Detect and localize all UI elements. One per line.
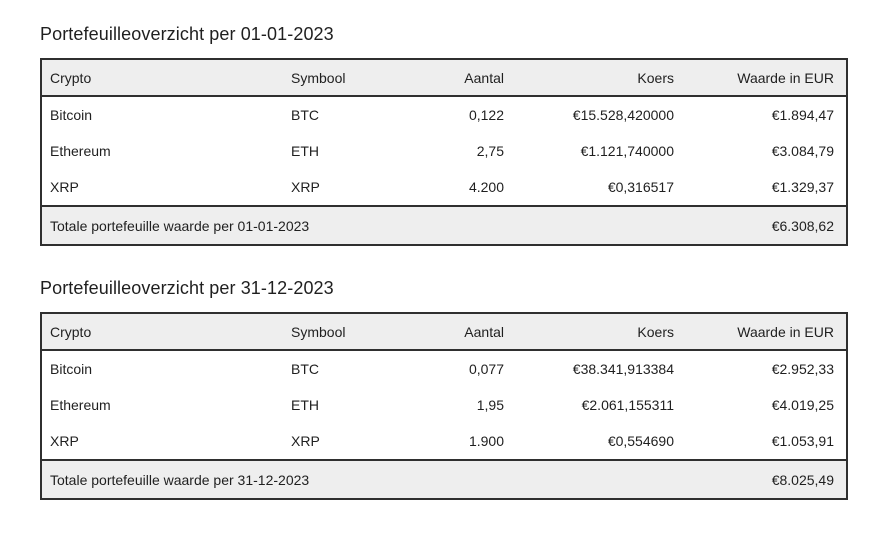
cell-price: €2.061,155311	[581, 397, 674, 413]
table-row-xrp: XRP XRP 4.200 €0,316517 €1.329,37	[41, 169, 847, 206]
cell-crypto: XRP	[50, 179, 79, 195]
table-header-row: Crypto Symbool Aantal Koers Waarde in EU…	[41, 59, 847, 97]
column-header-amount: Aantal	[401, 313, 516, 351]
total-row: Totale portefeuille waarde per 31-12-202…	[41, 459, 847, 499]
cell-crypto: Ethereum	[50, 397, 111, 413]
column-header-crypto: Crypto	[41, 59, 283, 97]
cell-amount: 0,077	[468, 361, 504, 377]
column-header-price: Koers	[516, 59, 686, 97]
table-header-row: Crypto Symbool Aantal Koers Waarde in EU…	[41, 313, 847, 351]
cell-value-eur: €2.952,33	[771, 361, 834, 377]
cell-price: €1.121,740000	[580, 143, 674, 159]
cell-value-eur: €4.019,25	[771, 397, 834, 413]
cell-symbol: XRP	[291, 433, 320, 449]
total-label: Totale portefeuille waarde per 31-12-202…	[41, 459, 686, 499]
total-value: €8.025,49	[686, 459, 847, 499]
total-value: €6.308,62	[686, 205, 847, 245]
cell-value-eur: €1.894,47	[771, 107, 834, 123]
cell-amount: 4.200	[468, 179, 504, 195]
cell-price: €0,554690	[607, 433, 674, 449]
cell-price: €15.528,420000	[572, 107, 674, 123]
portfolio-table-start-of-year: Crypto Symbool Aantal Koers Waarde in EU…	[40, 58, 848, 246]
section-title: Portefeuilleoverzicht per 31-12-2023	[40, 278, 334, 298]
column-header-crypto: Crypto	[41, 313, 283, 351]
table-row-ethereum: Ethereum ETH 2,75 €1.121,740000 €3.084,7…	[41, 133, 847, 169]
table-row-bitcoin: Bitcoin BTC 0,077 €38.341,913384 €2.952,…	[41, 350, 847, 387]
cell-price: €38.341,913384	[572, 361, 674, 377]
cell-crypto: Ethereum	[50, 143, 111, 159]
cell-value-eur: €1.329,37	[771, 179, 834, 195]
table-row-bitcoin: Bitcoin BTC 0,122 €15.528,420000 €1.894,…	[41, 96, 847, 133]
cell-symbol: XRP	[291, 179, 320, 195]
cell-crypto: Bitcoin	[50, 361, 93, 377]
column-header-price: Koers	[516, 313, 686, 351]
cell-symbol: BTC	[291, 107, 319, 123]
cell-symbol: ETH	[291, 397, 319, 413]
total-label: Totale portefeuille waarde per 01-01-202…	[41, 205, 686, 245]
total-row: Totale portefeuille waarde per 01-01-202…	[41, 205, 847, 245]
column-header-value-eur: Waarde in EUR	[686, 313, 847, 351]
column-header-value-eur: Waarde in EUR	[686, 59, 847, 97]
cell-symbol: BTC	[291, 361, 319, 377]
column-header-symbol: Symbool	[283, 313, 401, 351]
cell-crypto: XRP	[50, 433, 79, 449]
cell-value-eur: €3.084,79	[771, 143, 834, 159]
cell-amount: 2,75	[476, 143, 504, 159]
table-row-xrp: XRP XRP 1.900 €0,554690 €1.053,91	[41, 423, 847, 460]
cell-symbol: ETH	[291, 143, 319, 159]
cell-crypto: Bitcoin	[50, 107, 93, 123]
column-header-symbol: Symbool	[283, 59, 401, 97]
portfolio-table-end-of-year: Crypto Symbool Aantal Koers Waarde in EU…	[40, 312, 848, 500]
column-header-amount: Aantal	[401, 59, 516, 97]
table-row-ethereum: Ethereum ETH 1,95 €2.061,155311 €4.019,2…	[41, 387, 847, 423]
cell-price: €0,316517	[607, 179, 674, 195]
cell-value-eur: €1.053,91	[771, 433, 834, 449]
section-title: Portefeuilleoverzicht per 01-01-2023	[40, 24, 334, 44]
cell-amount: 1.900	[468, 433, 504, 449]
cell-amount: 1,95	[476, 397, 504, 413]
report-page: Portefeuilleoverzicht per 01-01-2023 Cry…	[40, 24, 848, 500]
portfolio-section-start-of-year: Portefeuilleoverzicht per 01-01-2023 Cry…	[40, 24, 848, 246]
portfolio-section-end-of-year: Portefeuilleoverzicht per 31-12-2023 Cry…	[40, 278, 848, 500]
cell-amount: 0,122	[468, 107, 504, 123]
